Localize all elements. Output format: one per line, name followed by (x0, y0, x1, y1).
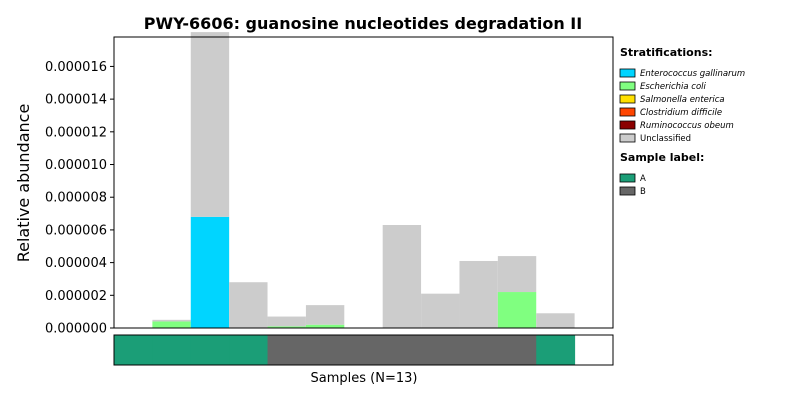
legend-sample-label-title: Sample label: (620, 151, 704, 164)
bar-segment-sample-8-series-5 (382, 225, 422, 328)
bar-segment-sample-6-series-1 (305, 324, 345, 328)
legend-label-5: Unclassified (640, 134, 691, 144)
sample-label-cell-1 (114, 335, 153, 365)
bar-segment-sample-9-series-5 (421, 293, 460, 328)
legend-stratifications: Enterococcus gallinarum Escherichia coli S… (619, 68, 745, 144)
bar-segment-sample-11-series-5 (497, 256, 537, 293)
legend-sample-label-B: B (640, 187, 646, 197)
sample-label-strip (113, 334, 614, 366)
y-axis: 0.000000 0.000002 0.000004 0.000006 0.000008… (45, 60, 114, 337)
y-axis-label: Relative abundance (14, 104, 33, 263)
bar-segment-sample-6-series-5 (305, 305, 345, 325)
sample-label-cell-3 (190, 335, 230, 365)
y-tick-label: 0.000016 (45, 60, 107, 75)
chart-title: PWY-6606: guanosine nucleotides degradat… (144, 14, 582, 33)
sample-label-cell-7 (344, 335, 384, 365)
legend-swatch-3 (619, 107, 636, 117)
legend-sample-swatch-B (619, 186, 636, 196)
sample-label-cell-11 (497, 335, 537, 365)
bar-segment-sample-10-series-5 (459, 260, 498, 328)
y-tick-label: 0.000000 (45, 322, 107, 337)
bar-segment-sample-2-series-5 (152, 319, 191, 322)
legend: Stratifications: Enterococcus gallinarum… (619, 46, 745, 197)
legend-swatch-1 (619, 81, 636, 91)
y-tick-label: 0.000006 (45, 223, 107, 238)
sample-label-cell-2 (152, 335, 192, 365)
bar-segment-sample-4-series-5 (229, 282, 268, 328)
bar-segment-sample-12-series-5 (536, 313, 575, 328)
sample-label-cell-9 (421, 335, 460, 365)
y-tick-label: 0.000002 (45, 289, 107, 304)
bar-segment-sample-2-series-1 (152, 321, 191, 328)
bar-segment-sample-11-series-1 (497, 292, 537, 328)
sample-strip-frame (113, 334, 614, 366)
legend-label-0: Enterococcus gallinarum (640, 69, 745, 79)
y-tick-label: 0.000004 (45, 256, 107, 271)
y-tick-label: 0.000012 (45, 125, 107, 140)
legend-swatch-4 (619, 120, 636, 130)
bar-segment-sample-5-series-5 (267, 316, 306, 327)
sample-label-cell-5 (267, 335, 307, 365)
sample-label-cell-10 (459, 335, 499, 365)
sample-label-cell-4 (229, 335, 269, 365)
legend-sample-label-A: A (640, 174, 646, 184)
bar-segment-sample-5-series-1 (267, 326, 306, 328)
legend-sample-swatch-A (619, 173, 636, 183)
legend-swatch-0 (619, 68, 636, 78)
bar-segment-sample-3-series-5 (190, 32, 230, 217)
legend-sample-labels: AB (619, 173, 646, 197)
legend-label-2: Salmonella enterica (640, 95, 725, 105)
bar-segment-sample-3-series-0 (190, 216, 230, 328)
sample-label-cell-6 (305, 335, 345, 365)
legend-swatch-5 (619, 133, 636, 143)
legend-swatch-2 (619, 94, 636, 104)
legend-label-4: Ruminococcus obeum (640, 121, 734, 131)
y-tick-label: 0.000014 (45, 93, 107, 108)
y-tick-label: 0.000008 (45, 191, 107, 206)
legend-label-1: Escherichia coli (640, 82, 707, 92)
plot-frame (113, 36, 614, 329)
x-axis-label: Samples (N=13) (311, 371, 418, 386)
legend-label-3: Clostridium difficile (640, 108, 722, 118)
y-tick-label: 0.000010 (45, 158, 107, 173)
plot-area (113, 32, 614, 329)
sample-label-cell-12 (536, 335, 576, 365)
sample-label-cell-8 (382, 335, 422, 365)
legend-stratifications-title: Stratifications: (620, 46, 713, 59)
